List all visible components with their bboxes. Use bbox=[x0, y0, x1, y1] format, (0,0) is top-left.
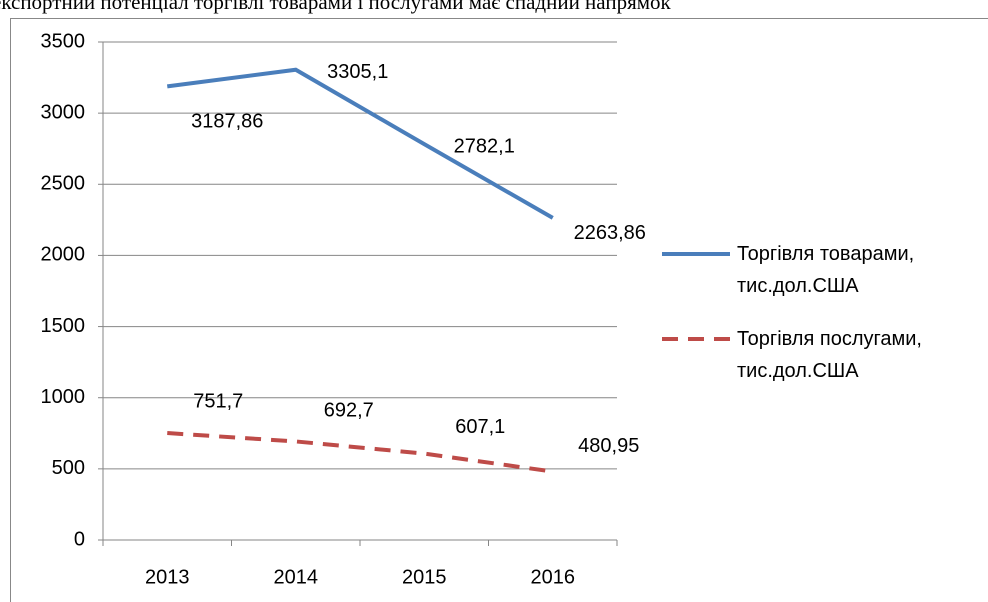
x-tick-label: 2014 bbox=[274, 566, 319, 588]
y-tick-label: 2000 bbox=[41, 244, 86, 266]
data-label: 480,95 bbox=[578, 435, 639, 457]
y-tick-label: 500 bbox=[52, 457, 85, 479]
data-label: 2782,1 bbox=[454, 135, 515, 157]
x-tick-label: 2013 bbox=[145, 566, 190, 588]
data-label: 3305,1 bbox=[327, 61, 388, 83]
y-tick-label: 2500 bbox=[41, 173, 86, 195]
data-label: 692,7 bbox=[324, 400, 374, 422]
legend-label: Торгівля товарами, тис.дол.США bbox=[737, 243, 914, 297]
data-label: 607,1 bbox=[455, 416, 505, 438]
x-tick-label: 2015 bbox=[402, 566, 447, 588]
y-tick-label: 1500 bbox=[41, 315, 86, 337]
y-tick-label: 3000 bbox=[41, 101, 86, 123]
data-label: 751,7 bbox=[193, 390, 243, 412]
y-tick-label: 0 bbox=[74, 528, 85, 550]
caption: експортний потенціал торгівлі товарами і… bbox=[0, 0, 672, 14]
series-line bbox=[167, 431, 554, 474]
series-line bbox=[166, 67, 554, 220]
y-tick-label: 1000 bbox=[41, 386, 86, 408]
x-tick-label: 2016 bbox=[531, 566, 576, 588]
legend-label: Торгівля послугами, тис.дол.США bbox=[737, 328, 922, 382]
data-label: 2263,86 bbox=[574, 222, 646, 244]
data-label: 3187,86 bbox=[191, 111, 263, 133]
y-tick-label: 3500 bbox=[41, 30, 86, 52]
chart-border bbox=[10, 18, 988, 602]
